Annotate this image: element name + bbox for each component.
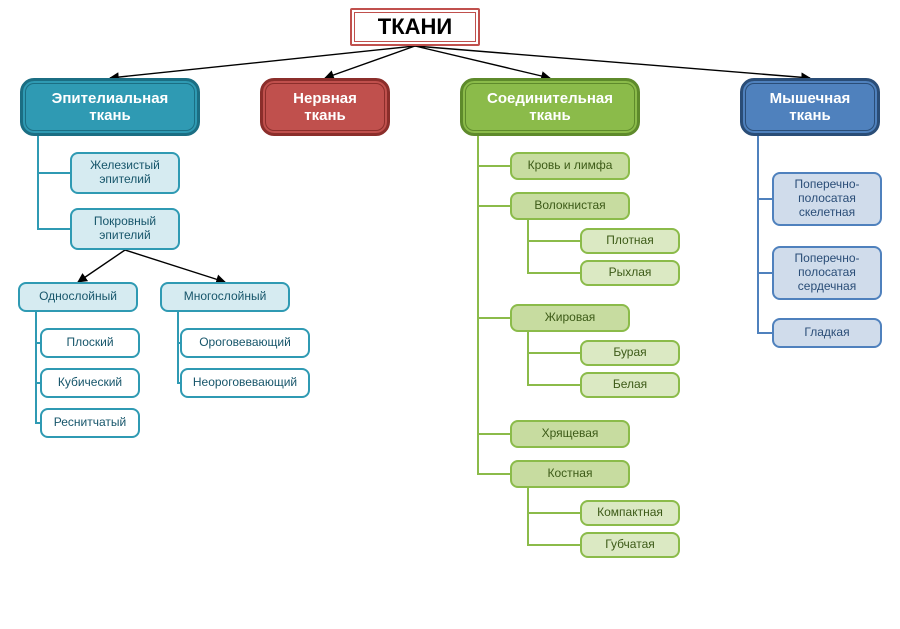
node-label: Однослойный bbox=[39, 290, 117, 304]
node-label: Неороговевающий bbox=[193, 376, 297, 390]
node-m1: Поперечно- полосатая скелетная bbox=[772, 172, 882, 226]
node-c3b: Белая bbox=[580, 372, 680, 398]
node-epi: Эпителиальная ткань bbox=[20, 78, 200, 136]
node-epi1: Железистый эпителий bbox=[70, 152, 180, 194]
node-label: Кубический bbox=[58, 376, 122, 390]
node-c3: Жировая bbox=[510, 304, 630, 332]
node-mono: Однослойный bbox=[18, 282, 138, 312]
node-mono2: Кубический bbox=[40, 368, 140, 398]
node-label: Компактная bbox=[597, 506, 663, 520]
node-nerv: Нервная ткань bbox=[260, 78, 390, 136]
node-conn: Соединительная ткань bbox=[460, 78, 640, 136]
node-label: Кровь и лимфа bbox=[528, 159, 613, 173]
node-c5b: Губчатая bbox=[580, 532, 680, 558]
node-mono1: Плоский bbox=[40, 328, 140, 358]
node-label: Хрящевая bbox=[542, 427, 599, 441]
node-label: Жировая bbox=[545, 311, 596, 325]
node-label: ТКАНИ bbox=[378, 14, 452, 39]
node-label: Белая bbox=[613, 378, 647, 392]
node-label: Костная bbox=[548, 467, 593, 481]
node-label: Покровный эпителий bbox=[94, 215, 156, 243]
node-c5: Костная bbox=[510, 460, 630, 488]
node-label: Плотная bbox=[606, 234, 653, 248]
node-c4: Хрящевая bbox=[510, 420, 630, 448]
node-label: Бурая bbox=[613, 346, 646, 360]
node-c2: Волокнистая bbox=[510, 192, 630, 220]
node-label: Поперечно- полосатая скелетная bbox=[795, 178, 860, 219]
node-c1: Кровь и лимфа bbox=[510, 152, 630, 180]
node-label: Соединительная ткань bbox=[487, 90, 613, 125]
node-label: Волокнистая bbox=[534, 199, 605, 213]
node-label: Многослойный bbox=[184, 290, 267, 304]
node-c5a: Компактная bbox=[580, 500, 680, 526]
node-label: Рыхлая bbox=[609, 266, 652, 280]
node-mono3: Реснитчатый bbox=[40, 408, 140, 438]
node-label: Поперечно- полосатая сердечная bbox=[795, 252, 860, 293]
node-m3: Гладкая bbox=[772, 318, 882, 348]
node-musc: Мышечная ткань bbox=[740, 78, 880, 136]
node-label: Ороговевающий bbox=[199, 336, 291, 350]
node-multi2: Неороговевающий bbox=[180, 368, 310, 398]
node-root: ТКАНИ bbox=[350, 8, 480, 46]
node-label: Мышечная ткань bbox=[770, 90, 851, 125]
node-c2b: Рыхлая bbox=[580, 260, 680, 286]
node-c3a: Бурая bbox=[580, 340, 680, 366]
node-multi1: Ороговевающий bbox=[180, 328, 310, 358]
node-m2: Поперечно- полосатая сердечная bbox=[772, 246, 882, 300]
node-c2a: Плотная bbox=[580, 228, 680, 254]
node-label: Нервная ткань bbox=[293, 90, 357, 125]
node-label: Реснитчатый bbox=[54, 416, 126, 430]
node-multi: Многослойный bbox=[160, 282, 290, 312]
node-label: Эпителиальная ткань bbox=[52, 90, 169, 125]
node-label: Губчатая bbox=[605, 538, 655, 552]
node-label: Плоский bbox=[66, 336, 113, 350]
node-label: Гладкая bbox=[804, 326, 849, 340]
node-label: Железистый эпителий bbox=[90, 159, 160, 187]
node-epi2: Покровный эпителий bbox=[70, 208, 180, 250]
